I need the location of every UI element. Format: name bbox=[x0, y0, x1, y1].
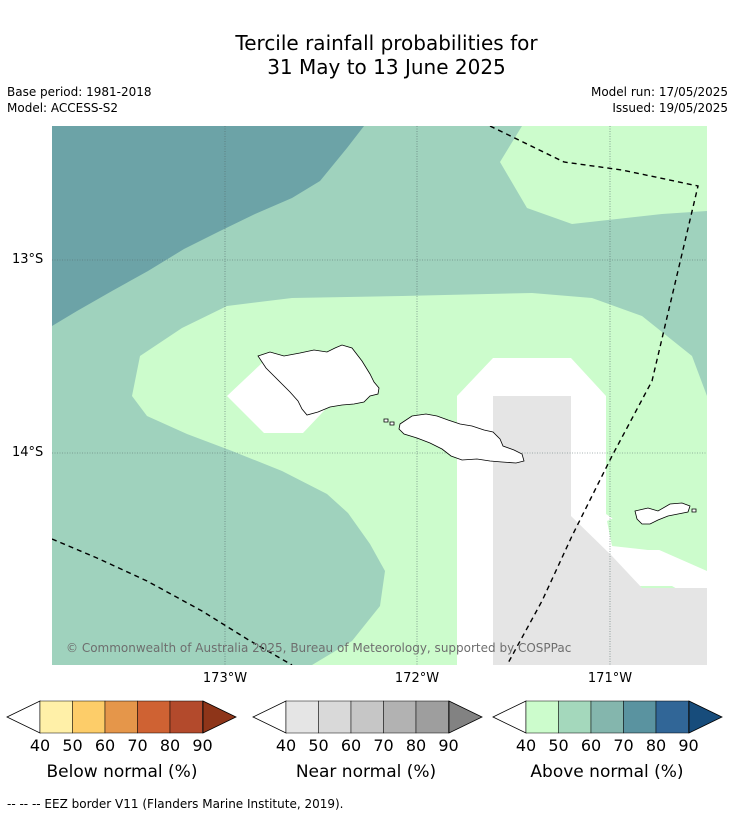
chart-title: Tercile rainfall probabilities for 31 Ma… bbox=[0, 31, 736, 79]
colorbar-above-tick-40: 40 bbox=[515, 736, 537, 755]
colorbar-near-normal bbox=[252, 700, 483, 734]
colorbar-below-tick-70: 70 bbox=[127, 736, 148, 755]
colorbar-near-normal-min-arrow bbox=[252, 700, 287, 734]
model-run: Model run: 17/05/2025 bbox=[590, 85, 728, 99]
colorbar-below-cell-4 bbox=[137, 700, 171, 734]
colorbar-below-tick-90: 90 bbox=[192, 736, 213, 755]
eez-border-southwest bbox=[52, 538, 293, 665]
colorbar-below-cell-5 bbox=[169, 700, 203, 734]
copyright-notice: © Commonwealth of Australia 2025, Bureau… bbox=[66, 641, 572, 655]
eez-border-east bbox=[489, 126, 699, 665]
graticule bbox=[52, 126, 707, 665]
colorbar-above-tick-90: 90 bbox=[678, 736, 699, 755]
lon-label-172w: 172°W bbox=[394, 671, 440, 686]
colorbar-below-tick-60: 60 bbox=[94, 736, 116, 755]
map-canvas[interactable] bbox=[52, 126, 707, 665]
islands bbox=[257, 344, 697, 525]
lat-label-13s: 13°S bbox=[12, 252, 44, 267]
colorbar-below-normal-max-arrow bbox=[202, 700, 237, 734]
near-normal-40-region bbox=[493, 396, 707, 665]
title-line-1: Tercile rainfall probabilities for bbox=[235, 31, 538, 55]
eez-footnote: -- -- -- EEZ border V11 (Flanders Marine… bbox=[7, 797, 344, 811]
aunuu-island bbox=[691, 508, 697, 513]
issued-date: Issued: 19/05/2025 bbox=[612, 101, 728, 115]
model-name: Model: ACCESS-S2 bbox=[7, 101, 119, 115]
colorbar-below-cell-3 bbox=[104, 700, 138, 734]
colorbar-above-cell-1 bbox=[525, 700, 559, 734]
colorbar-near-cell-2 bbox=[318, 700, 352, 734]
colorbar-near-tick-40: 40 bbox=[275, 736, 297, 755]
colorbar-above-normal-max-arrow bbox=[688, 700, 723, 734]
colorbar-near-tick-70: 70 bbox=[373, 736, 394, 755]
colorbar-above-tick-60: 60 bbox=[580, 736, 602, 755]
colorbar-above-normal bbox=[492, 700, 723, 734]
colorbar-above-cell-3 bbox=[590, 700, 624, 734]
colorbar-near-tick-90: 90 bbox=[438, 736, 459, 755]
colorbar-above-normal-min-arrow bbox=[492, 700, 527, 734]
eez-border bbox=[52, 126, 699, 665]
colorbar-near-cell-4 bbox=[383, 700, 417, 734]
colorbar-near-cell-5 bbox=[415, 700, 449, 734]
colorbar-above-cell-5 bbox=[655, 700, 689, 734]
above-normal-40-region-ne bbox=[500, 126, 707, 224]
colorbar-near-cell-1 bbox=[285, 700, 319, 734]
colorbar-above-tick-80: 80 bbox=[645, 736, 667, 755]
colorbar-above-cell-4 bbox=[623, 700, 657, 734]
colorbar-below-normal-min-arrow bbox=[6, 700, 41, 734]
colorbar-above-tick-70: 70 bbox=[613, 736, 634, 755]
colorbar-below-cell-2 bbox=[72, 700, 106, 734]
base-period: Base period: 1981-2018 bbox=[7, 85, 152, 99]
meta-right: Model run: 17/05/2025 Issued: 19/05/2025 bbox=[591, 84, 728, 116]
colorbar-title-below: Below normal (%) bbox=[46, 762, 198, 782]
apolima-island bbox=[389, 421, 395, 426]
above-normal-60-region bbox=[52, 126, 364, 326]
colorbar-near-cell-3 bbox=[350, 700, 384, 734]
upolu-island bbox=[398, 413, 525, 464]
colorbar-near-tick-60: 60 bbox=[340, 736, 362, 755]
colorbar-below-normal bbox=[6, 700, 237, 734]
meta-left: Base period: 1981-2018 Model: ACCESS-S2 bbox=[7, 84, 152, 116]
above-normal-40-region-se bbox=[607, 506, 707, 568]
colorbar-near-tick-80: 80 bbox=[405, 736, 427, 755]
colorbar-near-normal-max-arrow bbox=[448, 700, 483, 734]
colorbar-near-tick-50: 50 bbox=[308, 736, 329, 755]
manono-island bbox=[383, 418, 389, 423]
colorbar-below-tick-80: 80 bbox=[159, 736, 181, 755]
colorbar-above-tick-50: 50 bbox=[548, 736, 569, 755]
colorbar-title-above: Above normal (%) bbox=[530, 762, 684, 782]
colorbar-above-cell-2 bbox=[558, 700, 592, 734]
colorbar-title-near: Near normal (%) bbox=[295, 762, 437, 782]
colorbar-below-tick-50: 50 bbox=[62, 736, 83, 755]
savaii-island bbox=[257, 344, 380, 416]
lon-label-171w: 171°W bbox=[587, 671, 633, 686]
map-panel[interactable] bbox=[52, 126, 707, 665]
tutuila-island bbox=[634, 502, 691, 525]
lon-label-173w: 173°W bbox=[202, 671, 248, 686]
colorbar-below-cell-1 bbox=[39, 700, 73, 734]
title-line-2: 31 May to 13 June 2025 bbox=[267, 55, 506, 79]
colorbar-below-tick-40: 40 bbox=[29, 736, 51, 755]
lat-label-14s: 14°S bbox=[12, 445, 44, 460]
